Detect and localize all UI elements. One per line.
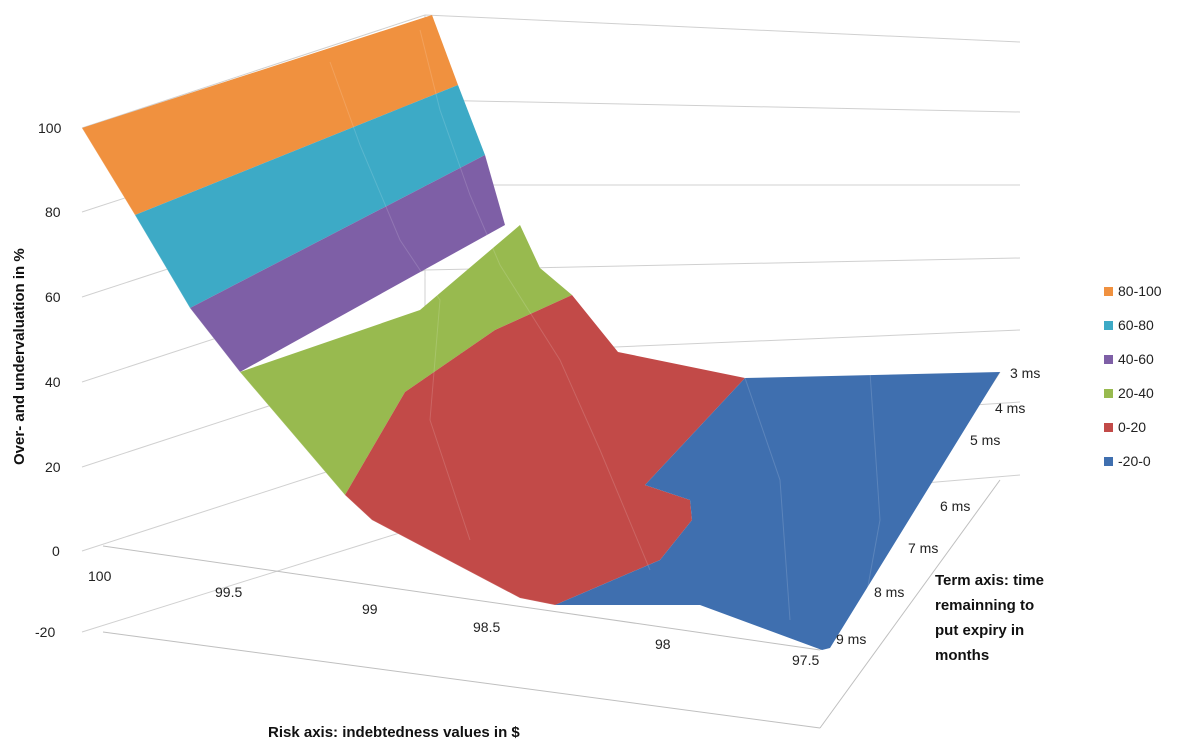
risk-axis: 100 99.5 99 98.5 98 97.5 xyxy=(88,568,819,668)
legend-label-20-40: 20-40 xyxy=(1118,385,1154,401)
value-tick-20: 20 xyxy=(45,459,61,475)
gridline-back--20 xyxy=(81,524,426,633)
value-tick-40: 40 xyxy=(45,374,61,390)
term-tick-9: 9 ms xyxy=(836,631,866,647)
term-axis: 3 ms 4 ms 5 ms 6 ms 7 ms 8 ms 9 ms xyxy=(836,365,1040,647)
band-neg20-0 xyxy=(555,372,1000,650)
legend-swatch-60-80 xyxy=(1104,321,1113,330)
risk-tick-100: 100 xyxy=(88,568,112,584)
legend-swatch--20-0 xyxy=(1104,457,1113,466)
legend-swatch-40-60 xyxy=(1104,355,1113,364)
legend-label-40-60: 40-60 xyxy=(1118,351,1154,367)
band-0-20 xyxy=(345,295,745,605)
term-tick-7: 7 ms xyxy=(908,540,938,556)
band-20-40 xyxy=(240,225,572,495)
term-tick-5: 5 ms xyxy=(970,432,1000,448)
value-axis: 100 80 60 40 20 0 -20 xyxy=(35,120,62,640)
value-tick-100: 100 xyxy=(38,120,62,136)
legend-swatch-20-40 xyxy=(1104,389,1113,398)
legend: 80-100 60-80 40-60 20-40 0-20 -20-0 xyxy=(1104,283,1162,469)
y-axis-title: Over- and undervaluation in % xyxy=(11,248,28,465)
term-tick-6: 6 ms xyxy=(940,498,970,514)
z-axis-title-line-2: remainning to xyxy=(935,597,1034,614)
legend-label-80-100: 80-100 xyxy=(1118,283,1162,299)
risk-tick-98.5: 98.5 xyxy=(473,619,500,635)
legend-label-60-80: 60-80 xyxy=(1118,317,1154,333)
term-tick-8: 8 ms xyxy=(874,584,904,600)
z-axis-title-line-1: Term axis: time xyxy=(935,572,1044,589)
band-40-60 xyxy=(190,155,505,372)
term-tick-3: 3 ms xyxy=(1010,365,1040,381)
z-axis-title: Term axis: time remainning to put expiry… xyxy=(935,572,1044,664)
z-axis-title-line-3: put expiry in xyxy=(935,622,1024,639)
surface xyxy=(81,15,1000,650)
risk-tick-99.5: 99.5 xyxy=(215,584,242,600)
value-tick-0: 0 xyxy=(52,543,60,559)
value-tick-60: 60 xyxy=(45,289,61,305)
x-axis-title: Risk axis: indebtedness values in $ xyxy=(268,724,520,741)
risk-tick-98: 98 xyxy=(655,636,671,652)
band-80-100 xyxy=(82,15,458,215)
legend-swatch-0-20 xyxy=(1104,423,1113,432)
legend-label--20-0: -20-0 xyxy=(1118,453,1151,469)
gridline-back-100 xyxy=(81,14,426,129)
z-axis-title-line-4: months xyxy=(935,647,989,664)
legend-swatch-80-100 xyxy=(1104,287,1113,296)
band-60-80 xyxy=(135,85,485,308)
value-tick-80: 80 xyxy=(45,204,61,220)
term-tick-4: 4 ms xyxy=(995,400,1025,416)
risk-tick-99: 99 xyxy=(362,601,378,617)
value-tick--20: -20 xyxy=(35,624,55,640)
risk-tick-97.5: 97.5 xyxy=(792,652,819,668)
legend-label-0-20: 0-20 xyxy=(1118,419,1146,435)
